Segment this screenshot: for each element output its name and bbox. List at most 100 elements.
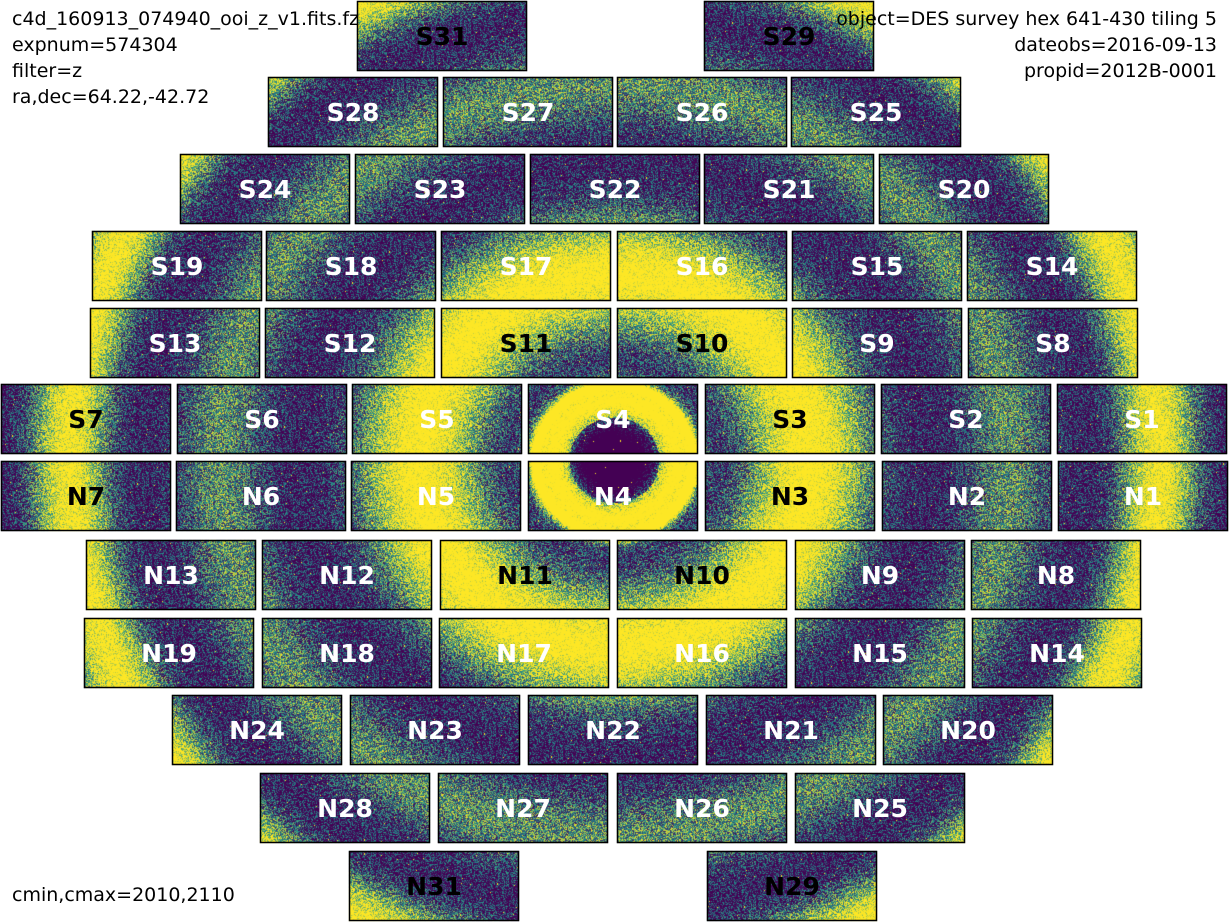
ccd-label-n31: N31 (406, 872, 462, 901)
expnum-text: expnum=574304 (12, 34, 178, 56)
ccd-label-s21: S21 (763, 175, 816, 204)
ccd-label-s28: S28 (327, 98, 380, 127)
ccd-n3 (704, 460, 876, 532)
dateobs-text: dateobs=2016-09-13 (1014, 34, 1217, 56)
ccd-n28 (259, 772, 431, 844)
ccd-label-n17: N17 (496, 639, 552, 668)
ccd-s18 (265, 230, 437, 302)
ccd-n21 (705, 694, 877, 766)
propid-text: propid=2012B-0001 (1024, 60, 1217, 82)
color-limits: cmin,cmax=2010,2110 (12, 884, 235, 906)
ccd-label-n19: N19 (141, 639, 197, 668)
ccd-label-n29: N29 (764, 872, 820, 901)
ccd-label-n28: N28 (317, 794, 373, 823)
ccd-label-s10: S10 (676, 329, 729, 358)
ccd-label-n5: N5 (417, 482, 455, 511)
ccd-s6 (176, 383, 348, 455)
ccd-n11 (439, 539, 611, 611)
ccd-label-n7: N7 (67, 482, 105, 511)
ccd-label-s12: S12 (324, 329, 377, 358)
ccd-s1 (1056, 383, 1228, 455)
ccd-n5 (350, 460, 522, 532)
ccd-n6 (175, 460, 347, 532)
ccd-n31 (348, 850, 520, 922)
ccd-label-n18: N18 (319, 639, 375, 668)
ccd-label-n3: N3 (771, 482, 809, 511)
ccd-s10 (616, 307, 788, 379)
ccd-label-n14: N14 (1029, 639, 1085, 668)
ccd-s15 (791, 230, 963, 302)
ccd-label-s3: S3 (772, 405, 807, 434)
ccd-label-n27: N27 (495, 794, 551, 823)
ccd-label-n25: N25 (852, 794, 908, 823)
ccd-label-s4: S4 (595, 405, 630, 434)
ccd-n22 (527, 694, 699, 766)
ccd-s9 (791, 307, 963, 379)
ccd-n19 (83, 617, 255, 689)
object-text: object=DES survey hex 641-430 tiling 5 (836, 8, 1217, 30)
ccd-s5 (351, 383, 523, 455)
ccd-label-s22: S22 (589, 175, 642, 204)
ccd-n20 (882, 694, 1054, 766)
ccd-label-n13: N13 (143, 561, 199, 590)
ccd-label-n16: N16 (674, 639, 730, 668)
ccd-label-s29: S29 (763, 22, 816, 51)
ccd-n15 (794, 617, 966, 689)
ccd-s16 (616, 230, 788, 302)
ccd-s24 (179, 153, 351, 225)
ccd-label-n12: N12 (319, 561, 375, 590)
ccd-label-n26: N26 (674, 794, 730, 823)
ccd-label-s19: S19 (151, 252, 204, 281)
ccd-label-s6: S6 (244, 405, 279, 434)
ccd-label-n4: N4 (594, 482, 632, 511)
ccd-s22 (529, 153, 701, 225)
ccd-label-n10: N10 (674, 561, 730, 590)
ccd-s8 (967, 307, 1139, 379)
ccd-s19 (91, 230, 263, 302)
ccd-label-s14: S14 (1026, 252, 1079, 281)
ccd-s21 (703, 153, 875, 225)
ccd-label-n22: N22 (585, 716, 641, 745)
ccd-label-s26: S26 (676, 98, 729, 127)
radec-text: ra,dec=64.22,-42.72 (12, 86, 210, 108)
ccd-label-s1: S1 (1124, 405, 1159, 434)
ccd-n10 (616, 539, 788, 611)
ccd-label-s8: S8 (1035, 329, 1070, 358)
ccd-s20 (878, 153, 1050, 225)
ccd-n18 (261, 617, 433, 689)
ccd-label-s31: S31 (416, 22, 469, 51)
ccd-n8 (970, 539, 1142, 611)
ccd-s29 (703, 0, 875, 72)
ccd-n9 (794, 539, 966, 611)
ccd-n25 (794, 772, 966, 844)
ccd-label-s5: S5 (419, 405, 454, 434)
ccd-label-n1: N1 (1124, 482, 1162, 511)
ccd-n16 (616, 617, 788, 689)
filename-text: c4d_160913_074940_ooi_z_v1.fits.fz (12, 8, 360, 30)
ccd-n12 (261, 539, 433, 611)
ccd-n27 (437, 772, 609, 844)
ccd-s17 (440, 230, 612, 302)
ccd-s28 (267, 76, 439, 148)
ccd-label-n9: N9 (861, 561, 899, 590)
ccd-label-n23: N23 (407, 716, 463, 745)
ccd-s3 (704, 383, 876, 455)
ccd-s7 (0, 383, 172, 455)
filter-text: filter=z (12, 60, 83, 82)
ccd-label-s25: S25 (850, 98, 903, 127)
ccd-label-s20: S20 (938, 175, 991, 204)
ccd-label-s23: S23 (414, 175, 467, 204)
ccd-s23 (354, 153, 526, 225)
ccd-s13 (89, 307, 261, 379)
ccd-label-s13: S13 (149, 329, 202, 358)
ccd-s25 (790, 76, 962, 148)
ccd-n13 (85, 539, 257, 611)
ccd-label-n24: N24 (229, 716, 285, 745)
ccd-s4 (527, 383, 699, 455)
ccd-label-s17: S17 (500, 252, 553, 281)
ccd-label-s9: S9 (859, 329, 894, 358)
ccd-n7 (0, 460, 172, 532)
ccd-label-s15: S15 (851, 252, 904, 281)
ccd-s26 (616, 76, 788, 148)
ccd-n24 (171, 694, 343, 766)
